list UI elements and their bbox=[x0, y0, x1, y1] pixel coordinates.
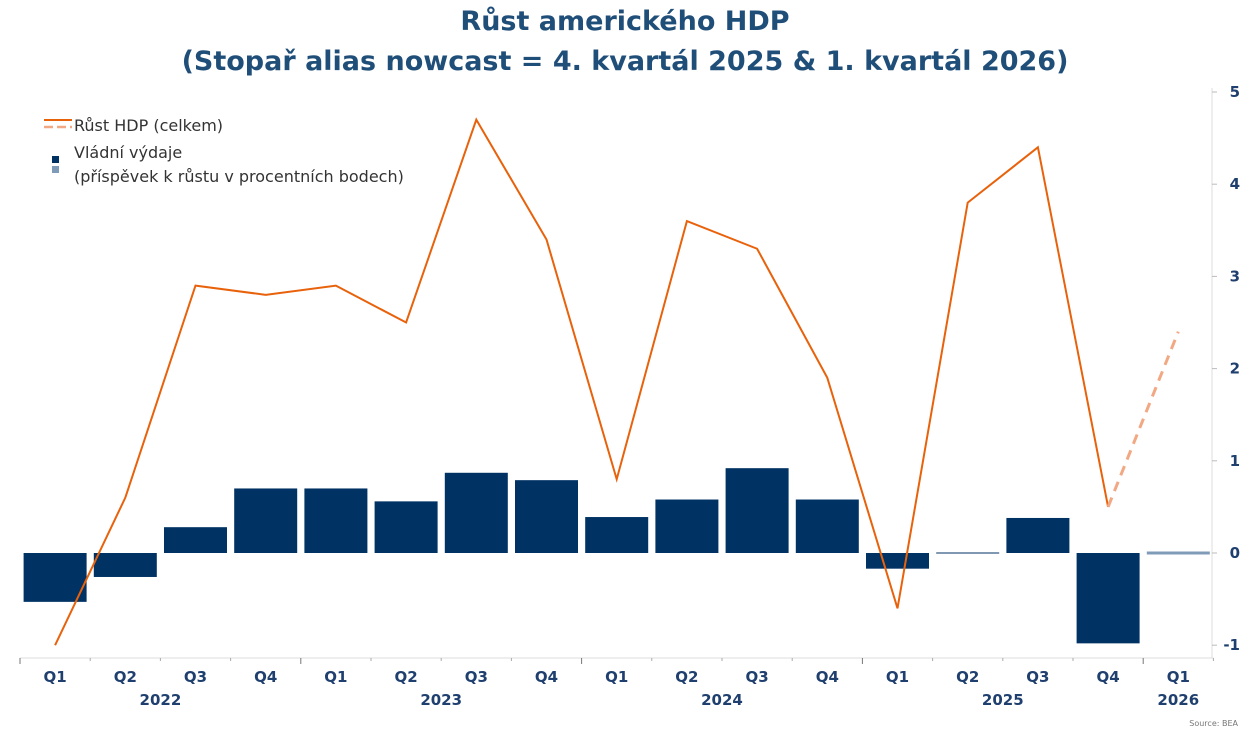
x-tick-label: Q2 bbox=[114, 668, 137, 686]
bar bbox=[23, 553, 87, 602]
legend-gdp: Růst HDP (celkem) bbox=[74, 116, 223, 135]
x-tick-label: Q1 bbox=[43, 668, 66, 686]
y-tick-label: 5 bbox=[1230, 83, 1240, 101]
bar bbox=[444, 472, 508, 553]
y-tick-label: 0 bbox=[1230, 544, 1240, 562]
legend: Růst HDP (celkem) Vládní výdaje (příspěv… bbox=[44, 116, 404, 186]
legend-bar-solid bbox=[52, 156, 59, 163]
gdp-line bbox=[54, 117, 1110, 646]
x-tick-label: Q2 bbox=[956, 668, 979, 686]
legend-gov-sub: (příspěvek k růstu v procentních bodech) bbox=[74, 167, 404, 186]
x-tick-label: Q3 bbox=[184, 668, 207, 686]
year-label: 2023 bbox=[420, 691, 462, 709]
axes: -1 0 1 2 3 4 5 Q1 Q2 Q3 Q4 Q1 Q2 Q3 Q4 Q1 Q2 Q3 Q4 Q1 Q2 Q3 Q4… bbox=[19, 83, 1240, 709]
y-tick-label: 1 bbox=[1230, 452, 1240, 470]
gdp-nowcast-line bbox=[1106, 331, 1180, 508]
x-tick-label: Q1 bbox=[605, 668, 628, 686]
legend-gov: Vládní výdaje bbox=[74, 143, 182, 162]
bar bbox=[936, 552, 1000, 554]
x-tick-label: Q3 bbox=[465, 668, 488, 686]
bar bbox=[164, 527, 227, 553]
x-tick-label: Q1 bbox=[1167, 668, 1190, 686]
legend-bar-nowcast bbox=[52, 166, 59, 173]
x-tick-label: Q1 bbox=[886, 668, 909, 686]
y-tick-label: 4 bbox=[1230, 175, 1240, 193]
x-tick-label: Q4 bbox=[1096, 668, 1119, 686]
y-tick-label: -1 bbox=[1223, 636, 1240, 654]
bar bbox=[585, 517, 649, 553]
line-series bbox=[54, 117, 1180, 646]
bar bbox=[304, 488, 368, 553]
bar bbox=[655, 499, 719, 553]
bar bbox=[374, 501, 438, 553]
chart-title-line1: Růst amerického HDP bbox=[460, 6, 789, 37]
x-tick-label: Q3 bbox=[1026, 668, 1049, 686]
bar bbox=[866, 553, 929, 569]
x-tick-label: Q3 bbox=[745, 668, 768, 686]
bar bbox=[1076, 553, 1140, 644]
x-tick-label: Q1 bbox=[324, 668, 347, 686]
x-tick-label: Q4 bbox=[816, 668, 839, 686]
year-label: 2025 bbox=[982, 691, 1024, 709]
bar bbox=[1006, 517, 1070, 553]
x-tick-label: Q4 bbox=[254, 668, 277, 686]
bar bbox=[725, 468, 789, 553]
x-tick-label: Q2 bbox=[675, 668, 698, 686]
year-label: 2026 bbox=[1157, 691, 1199, 709]
year-label: 2022 bbox=[140, 691, 182, 709]
bar bbox=[795, 499, 859, 553]
x-tick-label: Q2 bbox=[394, 668, 417, 686]
y-tick-label: 2 bbox=[1230, 360, 1240, 378]
bar bbox=[93, 553, 157, 577]
year-label: 2024 bbox=[701, 691, 743, 709]
y-tick-label: 3 bbox=[1230, 267, 1240, 285]
x-tick-label: Q4 bbox=[535, 668, 558, 686]
bar bbox=[1146, 551, 1210, 555]
bar bbox=[515, 480, 578, 553]
bar-series bbox=[23, 468, 1210, 644]
bar bbox=[234, 488, 298, 553]
source-note: Source: BEA bbox=[1189, 719, 1238, 728]
chart-title-line2: (Stopař alias nowcast = 4. kvartál 2025 … bbox=[182, 46, 1069, 77]
